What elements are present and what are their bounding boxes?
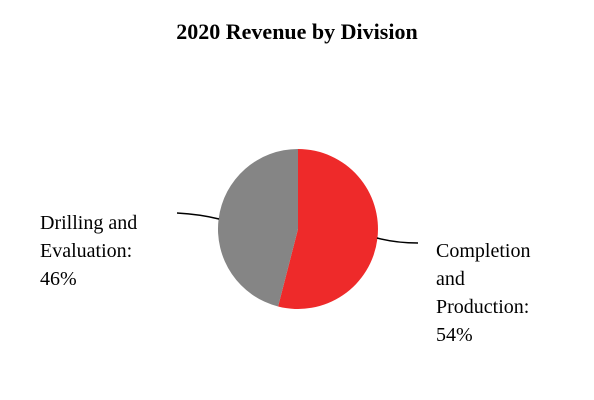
leader-line-drilling [176,212,220,220]
leader-line-completion [376,237,419,244]
slice-label-percent: 46% [40,268,77,290]
chart-title: 2020 Revenue by Division [176,19,418,44]
slice-label-line: Production: [436,296,530,318]
slice-label-line: and [436,268,465,290]
pie-slices [217,149,378,310]
slice-label-completion: Completion and Production: 54% [436,237,530,349]
slice-label-line: Evaluation: [40,240,133,262]
pie-slice-drilling [217,149,298,307]
slice-label-line: Drilling and [40,212,138,234]
slice-label-line: Completion [436,240,531,262]
slice-label-drilling: Drilling and Evaluation: 46% [40,209,137,293]
slice-label-percent: 54% [436,324,473,346]
pie-slice-completion [278,149,378,310]
